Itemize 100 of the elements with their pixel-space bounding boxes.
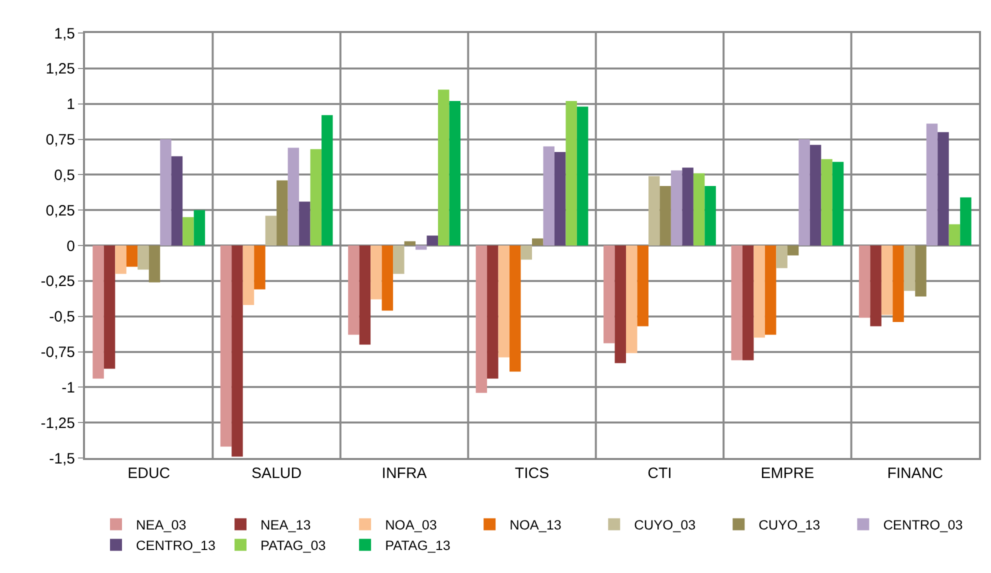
bar — [104, 246, 116, 369]
y-tick-label: 1,25 — [46, 60, 75, 78]
y-tick-label: 0,5 — [54, 166, 75, 184]
bar — [626, 246, 638, 354]
x-tick-label: TICS — [514, 465, 550, 482]
bar — [404, 241, 416, 246]
bar — [693, 173, 705, 246]
bar — [288, 148, 300, 246]
bar — [948, 224, 960, 246]
bar — [787, 246, 799, 256]
bar — [637, 246, 648, 326]
bar — [438, 90, 450, 246]
y-tick-label: 0,75 — [46, 132, 75, 148]
y-tick-label: 0 — [66, 238, 75, 255]
bar — [776, 246, 788, 268]
bar — [220, 246, 232, 447]
bar — [960, 197, 972, 246]
x-tick-label: INFRA — [382, 465, 427, 482]
bar — [182, 217, 194, 246]
bar — [276, 180, 288, 246]
legend-label: PATAG_13 — [385, 538, 450, 554]
bar — [232, 246, 243, 457]
bar — [660, 186, 671, 246]
bar — [554, 152, 566, 246]
bar — [614, 246, 626, 364]
bar — [393, 246, 404, 274]
bar — [310, 149, 322, 246]
bar — [476, 246, 488, 393]
bar — [938, 132, 949, 246]
legend-label: PATAG_03 — [260, 538, 326, 554]
bar — [543, 146, 554, 246]
bar — [498, 246, 510, 358]
bar — [754, 246, 765, 338]
bar — [821, 159, 832, 246]
legend-label: CUYO_13 — [758, 518, 820, 533]
bar — [242, 246, 254, 305]
bar — [881, 246, 893, 315]
bar — [138, 246, 149, 270]
legend-label: NEA_03 — [136, 518, 186, 533]
bar — [798, 139, 810, 246]
bar — [520, 246, 532, 260]
y-tick-label: -0,75 — [40, 344, 75, 361]
bar — [359, 246, 371, 345]
bar — [510, 246, 521, 372]
bar — [810, 144, 822, 246]
y-tick-label: 0,25 — [46, 202, 75, 220]
bar — [532, 238, 544, 246]
x-tick-label: CTI — [648, 465, 672, 482]
bar — [764, 246, 776, 335]
y-tick-label: 1,5 — [54, 25, 75, 42]
bar — [322, 115, 333, 246]
bar — [416, 246, 427, 250]
bar — [566, 101, 577, 246]
bar — [904, 246, 916, 291]
y-tick-label: -0,5 — [49, 308, 75, 326]
bar — [382, 246, 394, 311]
legend-label: NOA_03 — [385, 518, 437, 533]
legend-label: NEA_13 — [260, 518, 311, 533]
bar — [92, 246, 104, 379]
bar — [648, 176, 660, 246]
y-tick-label: 1 — [66, 96, 75, 114]
bar — [426, 236, 438, 246]
bar — [915, 246, 926, 296]
bar — [265, 216, 277, 246]
bar — [115, 246, 126, 274]
bar — [348, 246, 360, 335]
x-tick-label: EMPRE — [760, 465, 814, 482]
bar — [126, 246, 138, 267]
legend-label: NOA_13 — [510, 518, 562, 533]
x-tick-label: EDUC — [128, 465, 170, 482]
bar — [160, 139, 172, 246]
y-tick-label: -1 — [62, 379, 75, 396]
bar — [449, 101, 460, 246]
bar — [742, 246, 754, 360]
y-tick-label: -0,25 — [40, 273, 75, 290]
bar — [370, 246, 382, 300]
bar — [682, 168, 694, 246]
y-tick-label: -1,25 — [40, 414, 75, 432]
bar — [604, 246, 615, 344]
y-tick-label: -1,5 — [49, 450, 75, 468]
bar — [299, 202, 310, 246]
bar — [254, 246, 266, 290]
bar — [926, 124, 938, 246]
bar — [576, 106, 588, 246]
bar — [194, 210, 206, 246]
bar — [832, 162, 844, 246]
bar — [704, 186, 716, 246]
x-tick-label: SALUD — [252, 465, 302, 482]
legend-label: CUYO_03 — [634, 518, 696, 533]
bar — [870, 246, 882, 326]
bar — [892, 246, 904, 322]
bar — [171, 156, 183, 246]
bar — [731, 246, 742, 360]
bar — [858, 246, 870, 318]
x-tick-label: FINANC — [887, 465, 944, 482]
legend-label: CENTRO_13 — [136, 538, 216, 554]
bar — [670, 170, 682, 246]
bar — [148, 246, 160, 282]
bar — [487, 246, 498, 379]
legend-label: CENTRO_03 — [883, 518, 963, 533]
